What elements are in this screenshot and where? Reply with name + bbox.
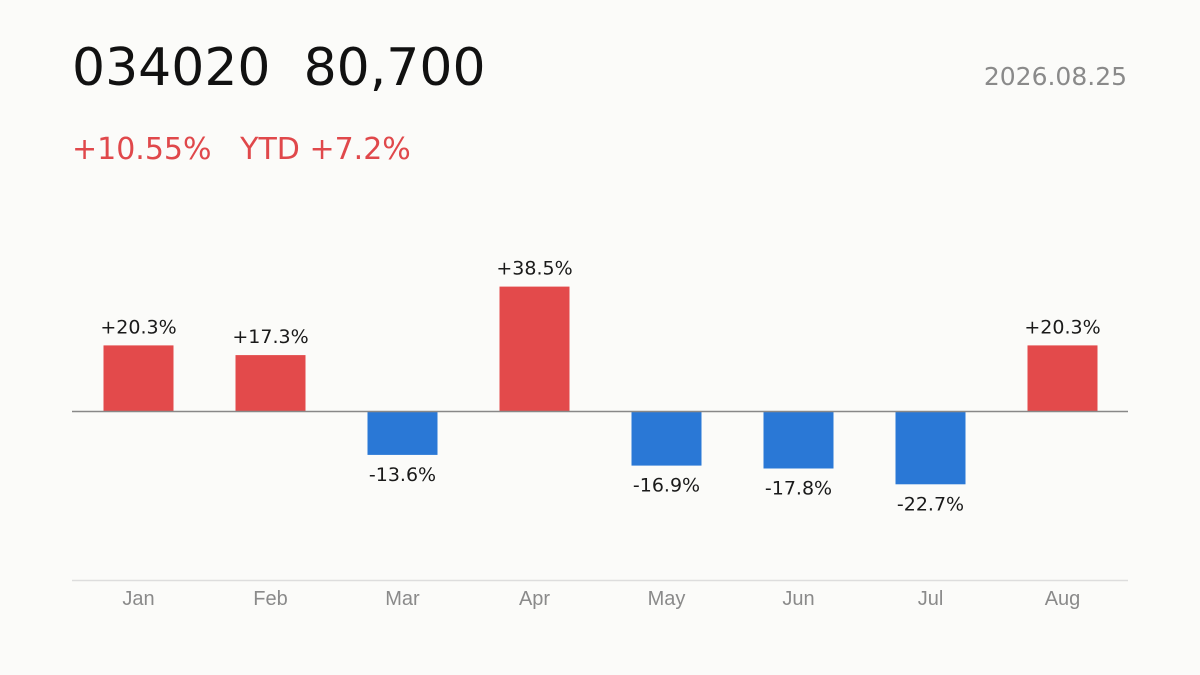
bar-apr xyxy=(499,286,570,411)
value-label-feb: +17.3% xyxy=(232,326,308,348)
value-labels-layer: +20.3% +17.3% -13.6% +38.5% -16.9% -17.8% -22.… xyxy=(100,258,1100,516)
ticker-code: 034020 xyxy=(72,38,271,98)
stock-price: 80,700 xyxy=(303,38,486,98)
x-tick-jan: Jan xyxy=(122,588,154,610)
bar-mar xyxy=(367,411,438,455)
bar-aug xyxy=(1027,345,1098,411)
page-title: 034020 80,700 xyxy=(72,38,486,98)
bar-may xyxy=(631,411,702,466)
bar-jun xyxy=(763,411,834,469)
bars-layer xyxy=(103,286,1098,485)
x-tick-may: May xyxy=(648,588,686,610)
value-label-jun: -17.8% xyxy=(765,478,832,500)
x-tick-labels-layer: Jan Feb Mar Apr May Jun Jul Aug xyxy=(122,588,1080,610)
value-label-may: -16.9% xyxy=(633,475,700,497)
bar-jul xyxy=(895,411,966,485)
value-label-aug: +20.3% xyxy=(1024,316,1100,338)
x-tick-aug: Aug xyxy=(1045,588,1081,610)
x-tick-mar: Mar xyxy=(385,588,420,610)
value-label-mar: -13.6% xyxy=(369,464,436,486)
x-tick-feb: Feb xyxy=(253,588,287,610)
bar-feb xyxy=(235,355,306,411)
date-label: 2026.08.25 xyxy=(983,62,1127,91)
value-label-apr: +38.5% xyxy=(496,258,572,280)
value-label-jul: -22.7% xyxy=(897,493,964,515)
x-tick-jul: Jul xyxy=(918,588,944,610)
x-tick-jun: Jun xyxy=(782,588,814,610)
bar-jan xyxy=(103,345,174,411)
x-tick-apr: Apr xyxy=(519,588,550,610)
ytd-label: YTD xyxy=(240,132,300,167)
change-summary: +10.55% YTD +7.2% xyxy=(72,132,411,167)
daily-change: +10.55% xyxy=(72,132,212,167)
ytd-value: +7.2% xyxy=(309,132,411,167)
value-label-jan: +20.3% xyxy=(100,316,176,338)
